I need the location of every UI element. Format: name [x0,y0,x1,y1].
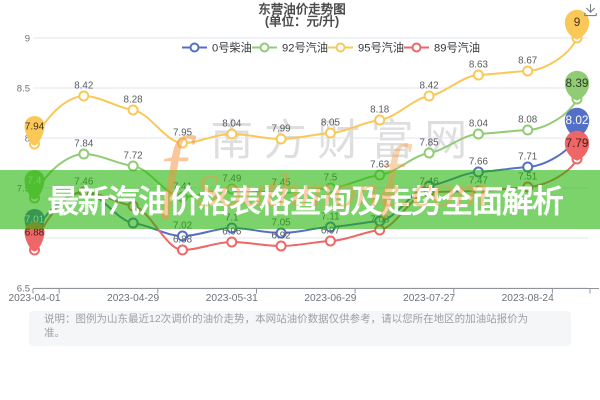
svg-text:8.42: 8.42 [420,81,439,92]
svg-text:7.84: 7.84 [74,139,94,150]
svg-text:2023-04-29: 2023-04-29 [107,293,159,304]
svg-text:7.99: 7.99 [272,124,291,135]
svg-text:8.18: 8.18 [370,105,390,116]
svg-text:f: f [160,118,197,220]
svg-text:8.04: 8.04 [222,119,242,130]
svg-text:2023-07-27: 2023-07-27 [403,293,455,304]
svg-text:2023-08-24: 2023-08-24 [502,293,554,304]
svg-text:mone: mone [300,165,400,216]
svg-text:9: 9 [25,34,30,45]
svg-text:95号汽油: 95号汽油 [358,41,404,55]
svg-text:9: 9 [574,15,581,29]
svg-text:6.88: 6.88 [25,228,45,239]
svg-text:6.97: 6.97 [321,226,340,237]
svg-text:2023-05-31: 2023-05-31 [206,293,258,304]
svg-text:South: South [196,165,301,216]
svg-text:8.63: 8.63 [469,60,489,71]
svg-text:7.79: 7.79 [566,136,589,150]
svg-text:8.02: 8.02 [566,113,589,127]
svg-text:7.94: 7.94 [25,122,45,133]
svg-text:8.28: 8.28 [124,95,144,106]
svg-text:89号汽油: 89号汽油 [434,41,480,55]
svg-text:0号柴油: 0号柴油 [212,41,252,55]
svg-text:8.39: 8.39 [566,76,589,90]
svg-text:8: 8 [25,134,30,145]
svg-text:8.04: 8.04 [469,119,489,130]
svg-text:6.96: 6.96 [222,227,242,238]
svg-text:7.95: 7.95 [173,128,193,139]
svg-text:2023-06-29: 2023-06-29 [304,293,356,304]
svg-text:2023-04-01: 2023-04-01 [8,293,60,304]
svg-text:.com: .com [400,165,488,216]
svg-text:7.63: 7.63 [370,160,390,171]
svg-text:8.08: 8.08 [518,115,538,126]
svg-text:6.5: 6.5 [17,284,30,295]
svg-text:7.72: 7.72 [124,151,143,162]
svg-text:92号汽油: 92号汽油 [282,41,328,55]
svg-text:6.92: 6.92 [272,231,291,242]
svg-text:(单位：元/升): (单位：元/升) [265,14,339,29]
svg-text:8.5: 8.5 [17,84,30,95]
svg-text:8.67: 8.67 [518,56,537,67]
svg-text:7.71: 7.71 [518,152,537,163]
svg-text:东营油价走势图: 东营油价走势图 [258,2,346,17]
svg-text:7.85: 7.85 [420,138,440,149]
svg-text:南方财富网: 南方财富网 [210,117,478,165]
svg-text:6.88: 6.88 [173,235,193,246]
svg-text:8.42: 8.42 [74,81,93,92]
svg-text:8.05: 8.05 [321,118,341,129]
svg-text:7.66: 7.66 [469,157,489,168]
